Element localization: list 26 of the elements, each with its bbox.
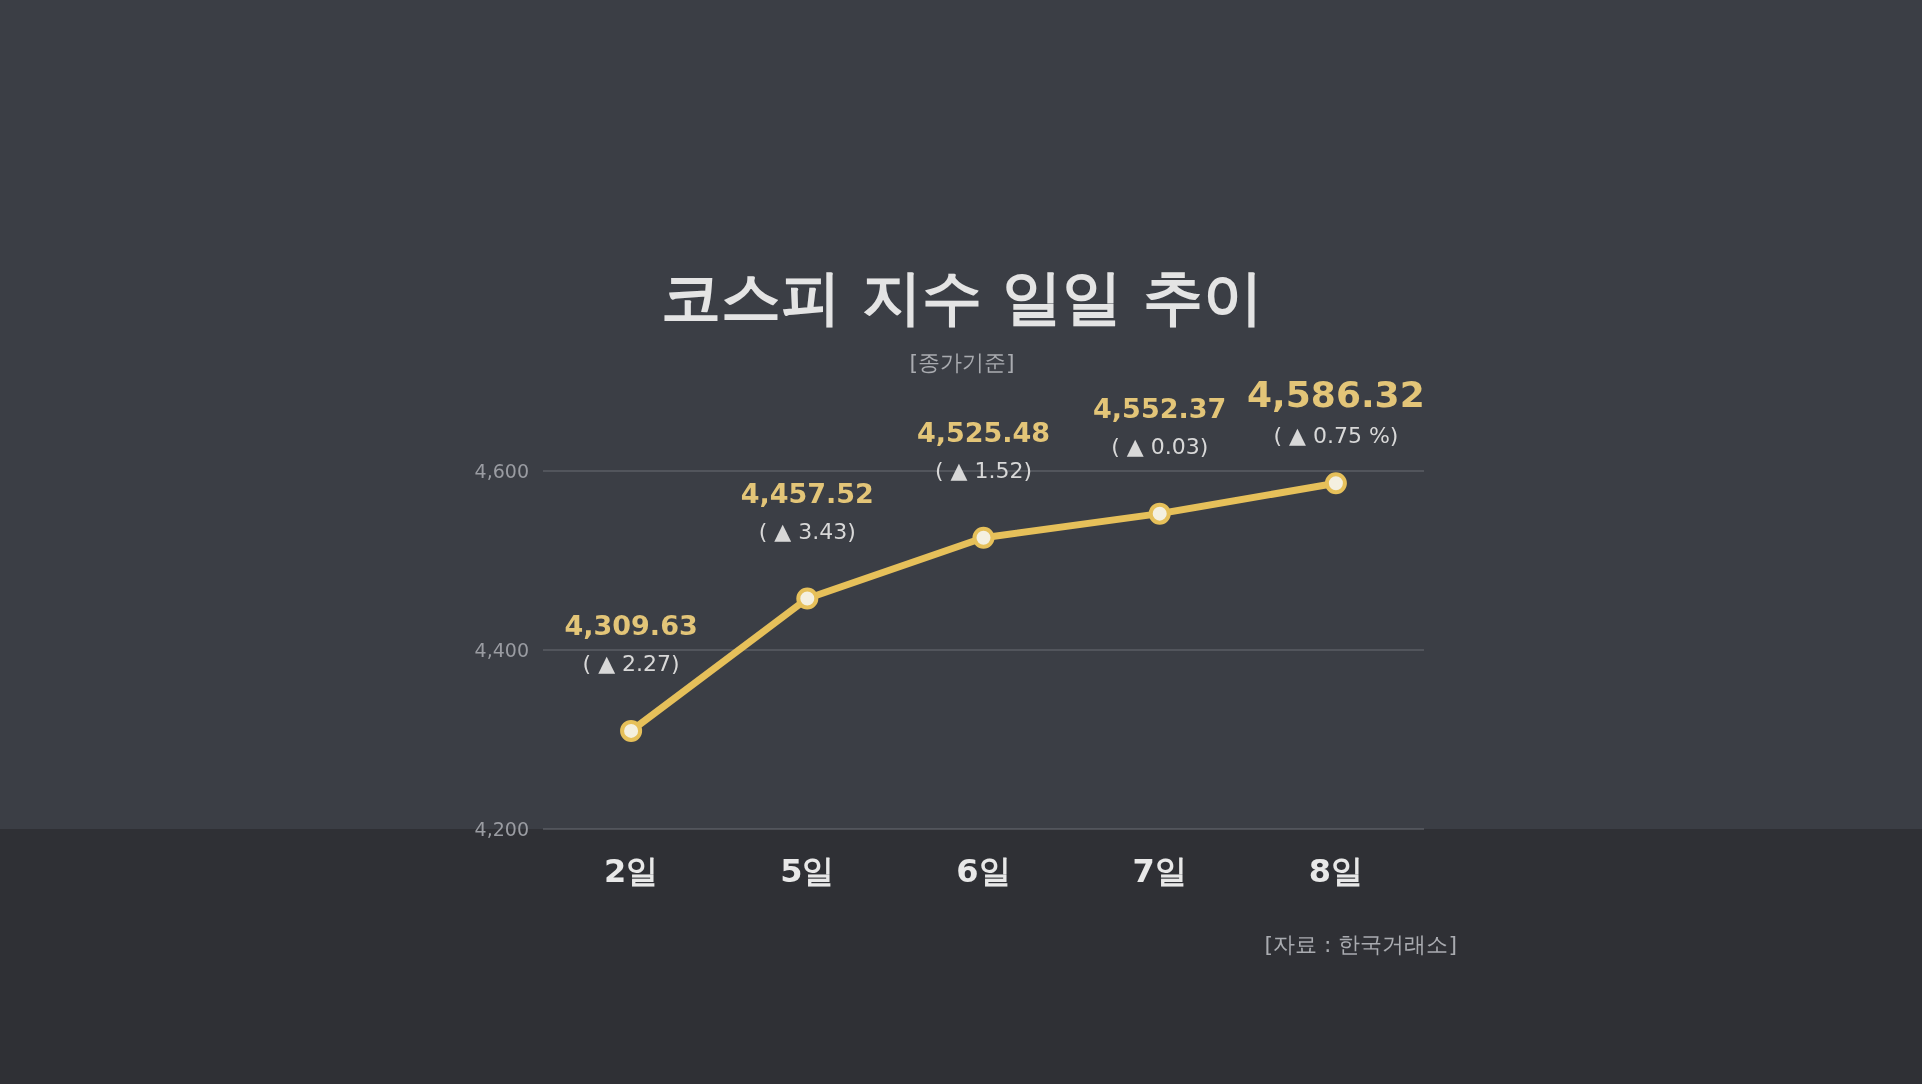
x-tick-label: 5일 [780,852,835,890]
x-tick-label: 7일 [1132,852,1187,890]
y-tick-label: 4,600 [474,460,529,482]
annotation: ( ▲ 0.03) [1111,433,1209,459]
y-tick-label: 4,400 [474,639,529,661]
data-label: 4,552.37 [1093,392,1227,424]
annotation: ( ▲ 1.52) [934,457,1033,483]
y-tick-label: 4,200 [474,818,529,840]
point [972,526,995,549]
x-tick-label: 2일 [603,852,659,890]
data-label: 4,525.48 [916,416,1051,448]
point [1148,502,1171,525]
point [620,719,643,742]
chart-subtitle: [종가기준] [909,350,1015,375]
annotation: ( ▲ 2.27) [582,650,680,676]
x-tick-label: 8일 [1308,852,1364,890]
chart-title: 코스피 지수 일일 추이 [660,262,1264,332]
annotation: ( ▲ 0.75 %) [1273,423,1399,449]
data-label: 4,309.63 [564,609,698,641]
data-label: 4,586.32 [1247,374,1425,416]
point [1324,472,1347,495]
x-tick-label: 6일 [956,852,1011,890]
data-label: 4,457.52 [740,477,874,509]
text: [자료 : 한국거래소] [1264,932,1457,957]
point [796,587,819,610]
annotation: ( ▲ 3.43) [758,518,856,544]
